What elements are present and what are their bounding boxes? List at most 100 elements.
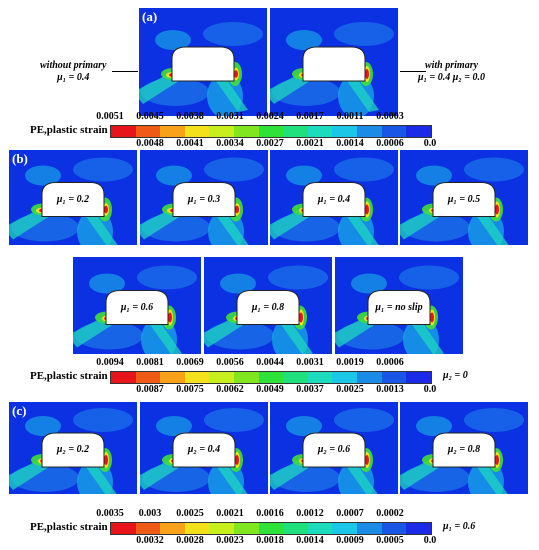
tunnel-opening [302, 182, 366, 217]
strain-band [268, 265, 328, 290]
contour-b-2: μ₁ = 0.3 [140, 150, 268, 245]
colorbar-swatch [160, 523, 185, 534]
legend-title: PE,plastic strain [30, 124, 108, 136]
legend-title: PE,plastic strain [30, 370, 108, 382]
contour-plot [139, 8, 267, 116]
legend-tick-bottom: 0.0 [423, 384, 437, 395]
contour-a-with-primary [270, 8, 398, 116]
colorbar-swatch [135, 372, 161, 383]
legend-tick-bottom: 0.0 [423, 138, 437, 149]
colorbar-swatch [307, 126, 333, 137]
tunnel-opening [171, 46, 235, 82]
legend-tick-top: 0.0025 [176, 508, 204, 519]
contour-c-3: μ₂ = 0.6 [270, 402, 398, 494]
legend-tick-top: 0.0031 [296, 357, 324, 368]
colorbar-swatch [381, 126, 407, 137]
colorbar-swatch [111, 523, 136, 534]
note-without-primary: without primary μ₁ = 0.4 [40, 60, 107, 83]
hot-zone [365, 69, 369, 79]
colorbar-swatch [283, 372, 308, 383]
contour-b-3: μ₁ = 0.4 [270, 150, 398, 245]
legend-tick-top: 0.0011 [336, 111, 364, 122]
legend-tick-top: 0.0006 [376, 357, 404, 368]
contour-plot [9, 150, 137, 245]
contour-plot [204, 257, 332, 354]
legend-colorbar [110, 125, 432, 138]
hot-zone [365, 455, 369, 465]
strain-band [137, 265, 197, 290]
hot-zone [104, 455, 108, 465]
strain-band [203, 22, 263, 46]
legend-colorbar [110, 522, 432, 535]
legend-tick-bottom: 0.0009 [336, 535, 364, 546]
colorbar-swatch [357, 523, 382, 534]
tunnel-friction-label: μ₁ = no slip [375, 301, 423, 313]
strain-band [464, 408, 524, 432]
colorbar-swatch [258, 372, 284, 383]
legend-tick-top: 0.003 [138, 508, 162, 519]
strain-band [334, 22, 394, 46]
legend-tick-top: 0.0019 [336, 357, 364, 368]
panel-label-a: (a) [142, 9, 158, 24]
strain-band [334, 408, 394, 432]
hot-zone [168, 312, 172, 323]
colorbar-swatch [234, 523, 259, 534]
tunnel-friction-label: μ₁ = 0.4 [317, 193, 351, 205]
tunnel-opening [236, 290, 300, 325]
legend-tick-top: 0.0035 [96, 508, 124, 519]
strain-band [25, 165, 61, 186]
tunnel-opening [41, 432, 105, 468]
colorbar-swatch [209, 372, 235, 383]
contour-b-1: (b) μ₁ = 0.2 [9, 150, 137, 245]
colorbar-swatch [307, 523, 333, 534]
colorbar-swatch [332, 126, 358, 137]
legend-tick-bottom: 0.0062 [216, 384, 244, 395]
colorbar-swatch [234, 126, 259, 137]
colorbar-swatch [111, 126, 136, 137]
legend-tick-top: 0.0081 [136, 357, 164, 368]
panel-label-c: (c) [12, 403, 27, 418]
contour-plot [270, 8, 398, 116]
legend-tick-bottom: 0.0049 [256, 384, 284, 395]
tunnel-opening [302, 46, 366, 82]
contour-b-4: μ₁ = 0.5 [400, 150, 528, 245]
hot-zone [235, 455, 239, 465]
colorbar-swatch [234, 372, 259, 383]
legend-tick-bottom: 0.0028 [176, 535, 204, 546]
legend-tick-top: 0.0002 [376, 508, 404, 519]
hot-zone [104, 205, 108, 214]
contour-plot [9, 402, 137, 494]
contour-plot [270, 150, 398, 245]
tunnel-friction-label: μ₂ = 0.4 [187, 444, 221, 455]
colorbar-swatch [258, 523, 284, 534]
contour-plot [400, 402, 528, 494]
legend-tick-bottom: 0.0006 [376, 138, 404, 149]
tunnel-friction-label: μ₁ = 0.5 [447, 193, 481, 205]
legend-friction-note: μ₁ = 0.6 [443, 521, 476, 532]
tunnel-opening [41, 182, 105, 217]
colorbar-swatch [184, 372, 210, 383]
colorbar-swatch [209, 126, 235, 137]
colorbar-swatch [184, 126, 210, 137]
strain-band [286, 416, 322, 436]
colorbar-swatch [209, 523, 235, 534]
strain-band [204, 408, 264, 432]
legend-tick-bottom: 0.0027 [256, 138, 284, 149]
tunnel-friction-label: μ₂ = 0.6 [317, 444, 351, 455]
strain-band [464, 157, 524, 182]
strain-band [286, 165, 322, 186]
legend-tick-bottom: 0.0018 [256, 535, 284, 546]
strain-band [204, 157, 264, 182]
hot-zone [365, 204, 369, 215]
colorbar-swatch [357, 126, 382, 137]
note-with-primary: with primary μ₁ = 0.4 μ₂ = 0.0 [418, 60, 485, 83]
legend-tick-top: 0.0045 [136, 111, 164, 122]
legend-tick-top: 0.0056 [216, 357, 244, 368]
strain-band [220, 273, 256, 294]
legend-tick-top: 0.0069 [176, 357, 204, 368]
hot-zone [234, 70, 238, 78]
legend-tick-top: 0.0012 [296, 508, 324, 519]
contour-plot [270, 402, 398, 494]
tunnel-opening [105, 290, 169, 325]
colorbar-swatch [332, 372, 358, 383]
